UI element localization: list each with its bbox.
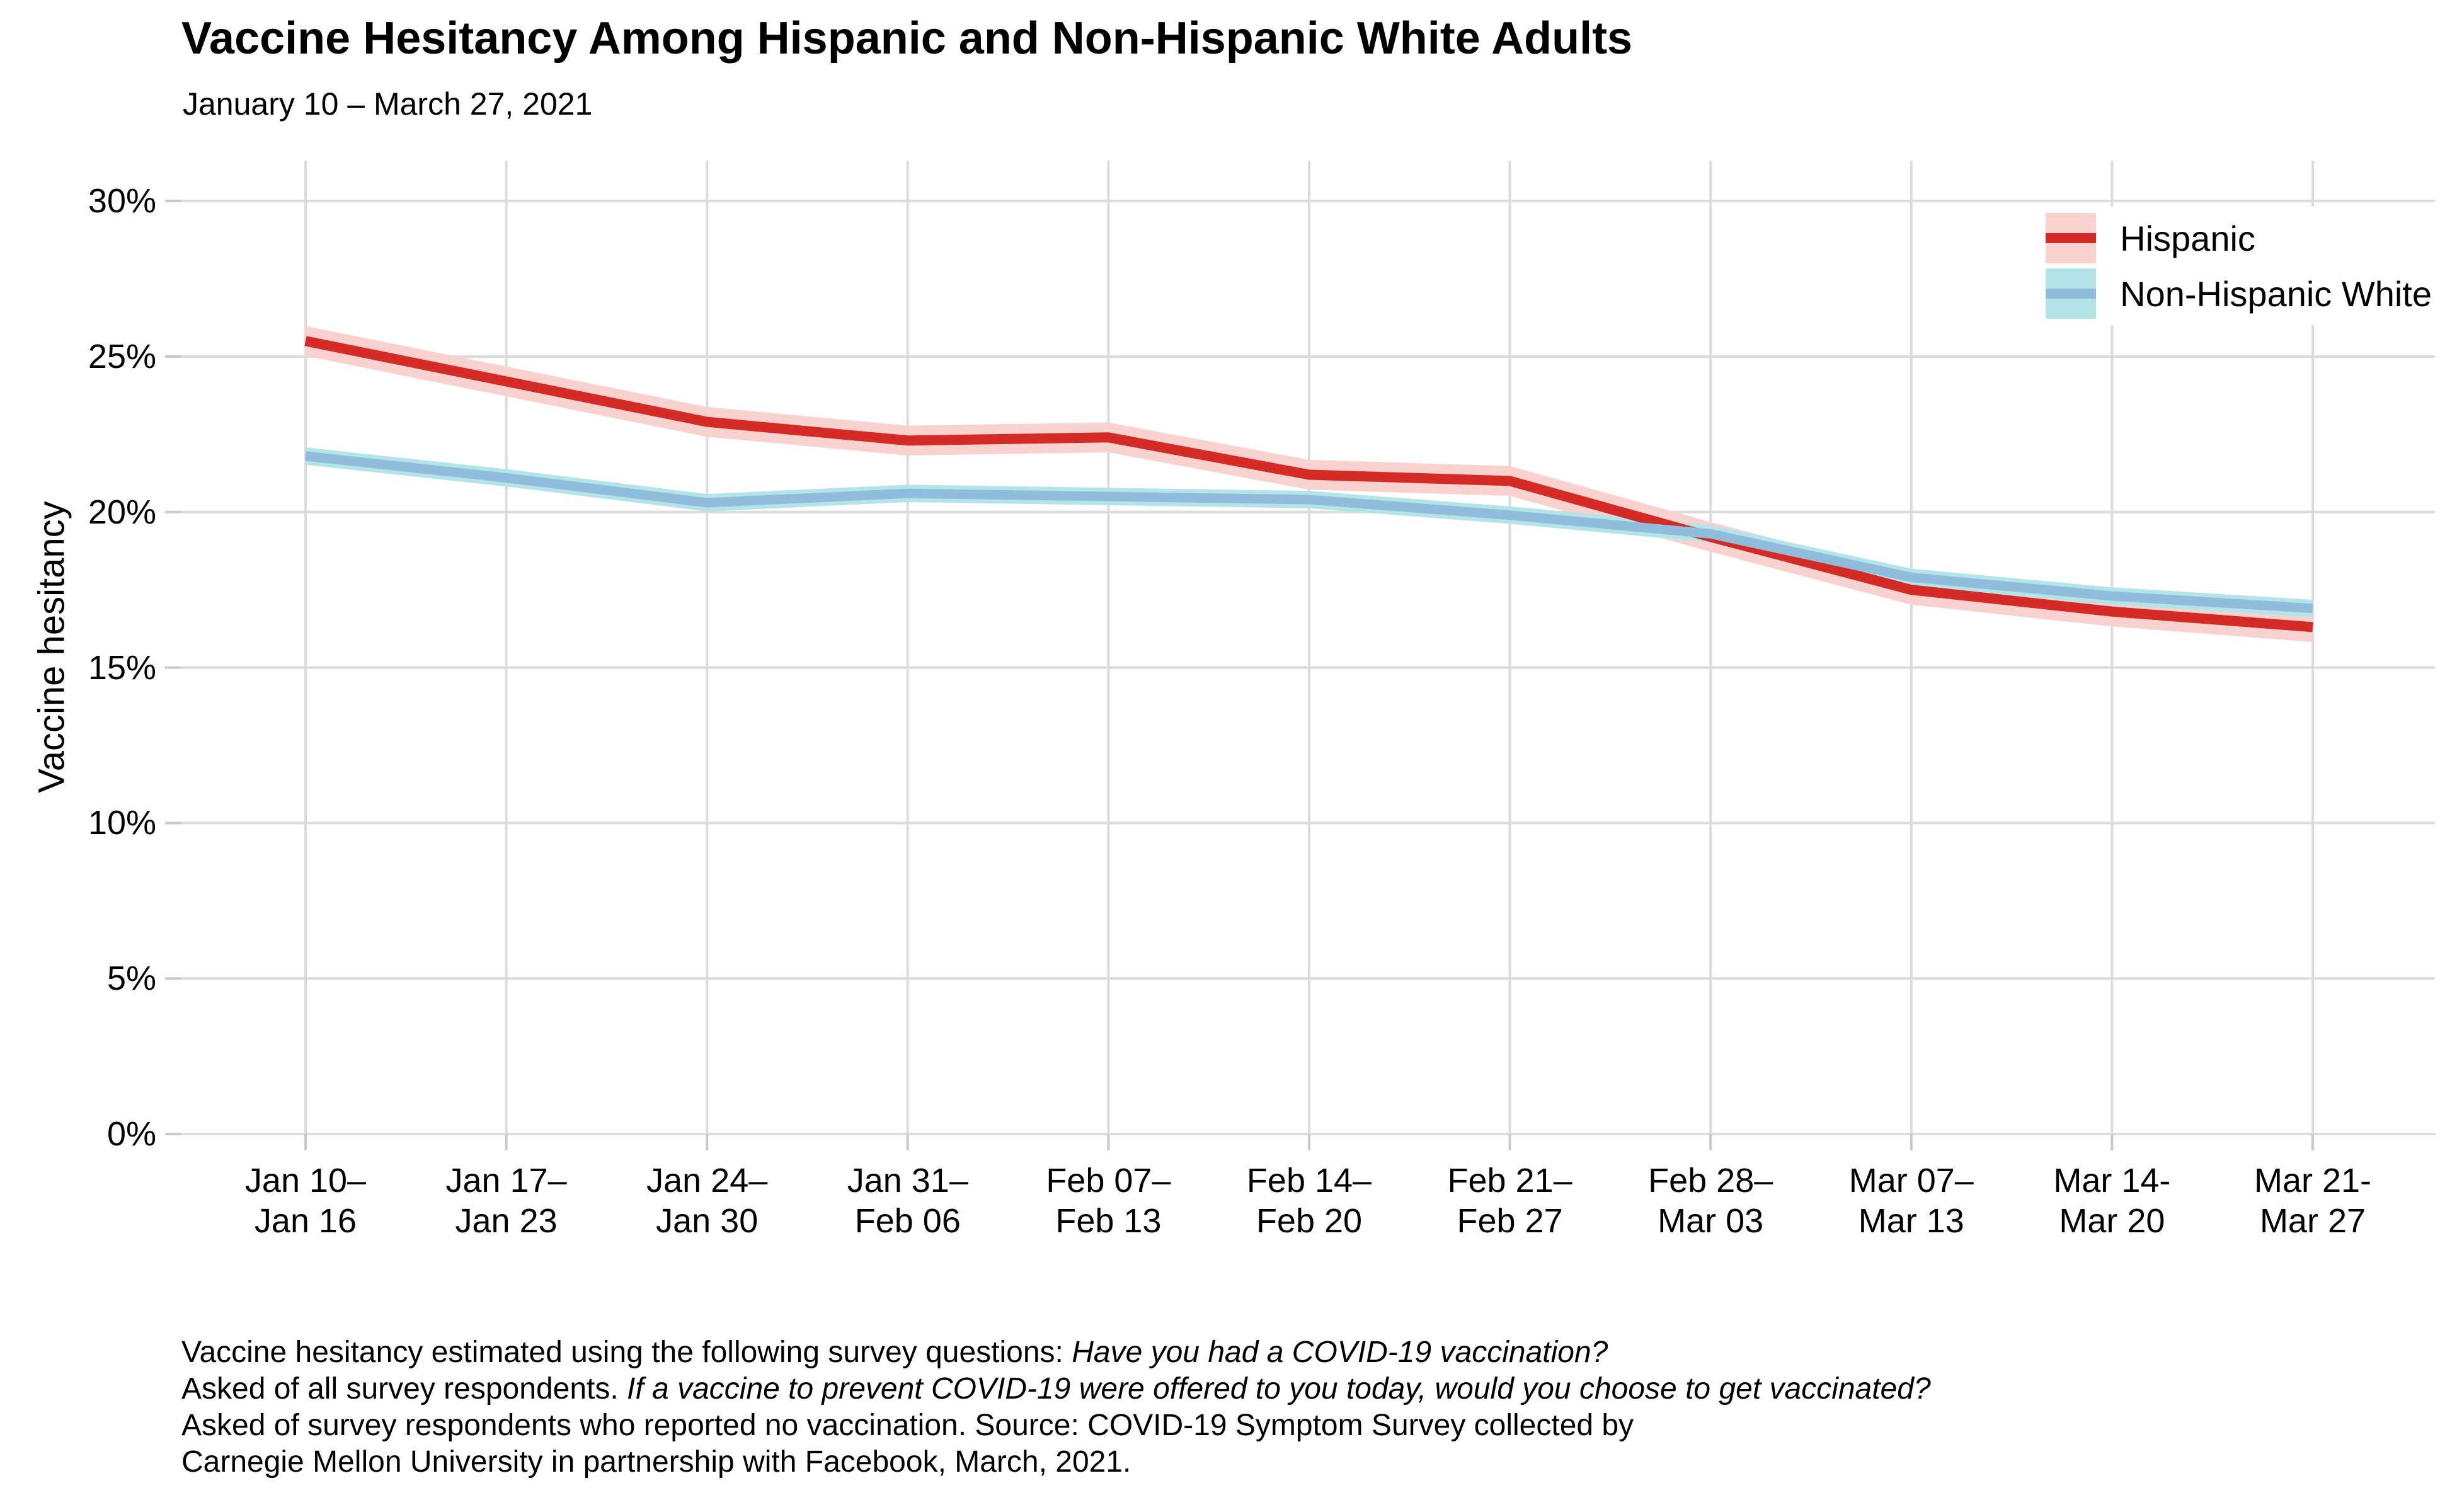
x-tick-label-week-8: Feb 28– Mar 03 (1597, 1160, 1824, 1241)
x-tick-label-line: Jan 31– (847, 1162, 968, 1200)
x-tick-label-week-5: Feb 07– Feb 13 (995, 1160, 1222, 1241)
x-tick-label-line: Feb 07– (1046, 1162, 1171, 1200)
x-tick-label-week-11: Mar 21- Mar 27 (2199, 1160, 2426, 1241)
y-tick-label-20pct: 20% (88, 493, 156, 531)
x-tick-label-line: Feb 28– (1648, 1162, 1773, 1200)
x-tick-label-line: Feb 21– (1447, 1162, 1572, 1200)
x-tick-label-week-7: Feb 21– Feb 27 (1397, 1160, 1624, 1241)
x-tick-label-week-9: Mar 07– Mar 13 (1798, 1160, 2025, 1241)
legend-key-line-hispanic (2046, 233, 2097, 243)
legend-key-non-hispanic-white (2046, 268, 2097, 319)
x-tick-label-line: Feb 27 (1457, 1202, 1563, 1240)
x-tick-label-line: Jan 17– (445, 1162, 567, 1200)
x-tick-label-line: Feb 13 (1055, 1202, 1162, 1240)
caption-line-1: Vaccine hesitancy estimated using the fo… (181, 1334, 1931, 1371)
legend-item-hispanic: Hispanic (2046, 213, 2432, 263)
caption-text: Carnegie Mellon University in partnershi… (181, 1445, 1131, 1479)
caption: Vaccine hesitancy estimated using the fo… (181, 1334, 1931, 1480)
caption-line-3: Asked of survey respondents who reported… (181, 1407, 1931, 1444)
x-tick-label-line: Jan 16 (254, 1202, 357, 1240)
legend-key-line-non-hispanic-white (2046, 289, 2097, 299)
x-tick-label-line: Mar 27 (2259, 1202, 2366, 1240)
non-hispanic-white-confidence-band (306, 447, 2313, 617)
caption-survey-question: Have you had a COVID-19 vaccination? (1072, 1336, 1608, 1369)
non-hispanic-white-trend-line (305, 451, 2313, 614)
y-tick-label-15pct: 15% (88, 648, 156, 687)
y-tick-label-10pct: 10% (88, 804, 156, 842)
x-tick-label-line: Feb 14– (1246, 1162, 1372, 1200)
x-tick-label-line: Jan 30 (656, 1202, 759, 1240)
y-tick-label-30pct: 30% (88, 182, 156, 220)
x-tick-label-line: Jan 23 (455, 1202, 558, 1240)
caption-text: Asked of survey respondents who reported… (181, 1409, 1634, 1442)
caption-survey-question: If a vaccine to prevent COVID-19 were of… (627, 1372, 1931, 1406)
x-tick-label-week-6: Feb 14– Feb 20 (1196, 1160, 1423, 1241)
x-tick-label-week-10: Mar 14- Mar 20 (1998, 1160, 2225, 1241)
x-tick-label-line: Feb 20 (1256, 1202, 1363, 1240)
legend: Hispanic Non-Hispanic White (2037, 207, 2434, 325)
x-tick-label-line: Jan 24– (646, 1162, 768, 1200)
x-tick-label-line: Mar 21- (2254, 1162, 2372, 1200)
chart-subtitle: January 10 – March 27, 2021 (183, 86, 593, 122)
x-tick-label-line: Mar 14- (2053, 1162, 2171, 1200)
x-tick-label-week-1: Jan 10– Jan 16 (192, 1160, 419, 1241)
y-tick-label-5pct: 5% (106, 959, 156, 998)
x-tick-label-week-4: Jan 31– Feb 06 (794, 1160, 1021, 1241)
x-tick-label-week-3: Jan 24– Jan 30 (593, 1160, 820, 1241)
y-tick-label-25pct: 25% (88, 337, 156, 375)
caption-text: Asked of all survey respondents. (181, 1372, 627, 1406)
caption-line-4: Carnegie Mellon University in partnershi… (181, 1444, 1931, 1480)
hispanic-trend-line (304, 336, 2313, 633)
legend-label-non-hispanic-white: Non-Hispanic White (2120, 273, 2432, 314)
x-tick-label-line: Mar 03 (1658, 1202, 1764, 1240)
x-tick-label-line: Mar 07– (1848, 1162, 1974, 1200)
legend-item-non-hispanic-white: Non-Hispanic White (2046, 268, 2432, 319)
x-tick-label-line: Mar 20 (2059, 1202, 2165, 1240)
caption-line-2: Asked of all survey respondents. If a va… (181, 1371, 1931, 1407)
caption-text: Vaccine hesitancy estimated using the fo… (181, 1336, 1072, 1369)
legend-label-hispanic: Hispanic (2120, 218, 2255, 258)
chart-title: Vaccine Hesitancy Among Hispanic and Non… (181, 13, 1633, 64)
legend-key-hispanic (2046, 213, 2097, 263)
x-tick-label-line: Jan 10– (244, 1162, 367, 1200)
x-tick-label-week-2: Jan 17– Jan 23 (393, 1160, 620, 1241)
x-tick-label-line: Feb 06 (854, 1202, 961, 1240)
y-tick-label-0pct: 0% (106, 1115, 156, 1153)
x-tick-label-line: Mar 13 (1858, 1202, 1964, 1240)
